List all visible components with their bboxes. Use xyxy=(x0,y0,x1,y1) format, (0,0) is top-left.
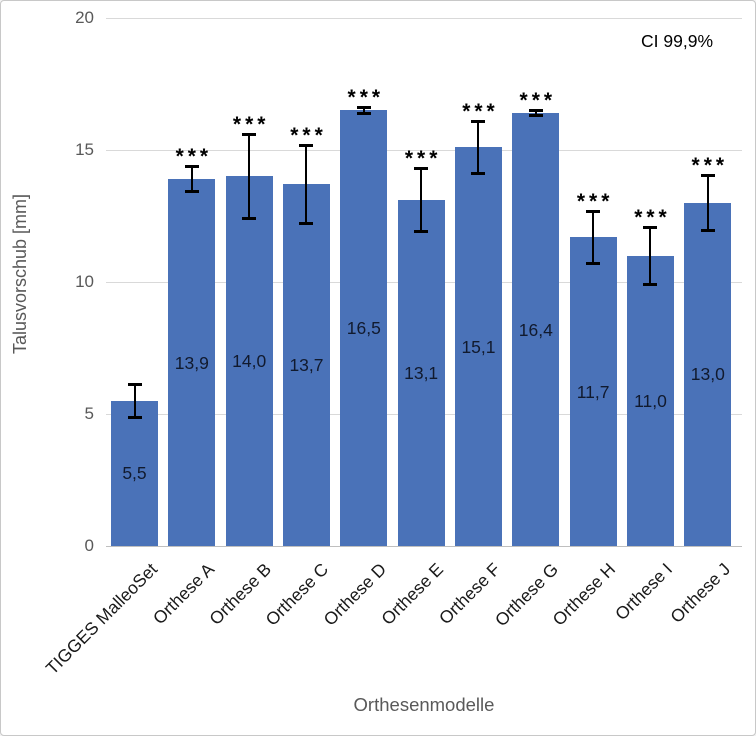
error-bar-cap-top xyxy=(184,164,199,168)
error-bar-cap-top xyxy=(643,225,658,229)
bar-value-label: 16,5 xyxy=(346,318,381,339)
error-bar-cap-top xyxy=(528,108,543,112)
bar-value-label: 13,9 xyxy=(174,352,209,373)
error-bar-cap-bottom xyxy=(643,282,658,286)
bar xyxy=(397,200,445,546)
bar-value-label: 13,1 xyxy=(404,363,439,384)
bar xyxy=(569,237,617,546)
error-bar-cap-bottom xyxy=(242,216,257,220)
significance-stars: *** xyxy=(576,189,614,213)
significance-stars: *** xyxy=(691,154,729,178)
bar xyxy=(512,113,560,546)
confidence-interval-label: CI 99,9% xyxy=(641,31,713,51)
bar-value-label: 5,5 xyxy=(122,463,147,484)
significance-stars: *** xyxy=(404,147,442,171)
error-bar-cap-bottom xyxy=(471,171,486,175)
y-axis-title: Talusvorschub [mm] xyxy=(10,193,30,355)
significance-stars: *** xyxy=(462,99,499,123)
bar-value-label: 16,4 xyxy=(518,319,553,340)
error-bar-cap-bottom xyxy=(299,221,314,225)
bar-value-label: 11,7 xyxy=(576,381,610,402)
error-bar-cap-top xyxy=(586,209,601,213)
y-tick-label: 0 xyxy=(84,536,94,555)
error-bar-cap-bottom xyxy=(700,228,715,232)
error-bar-line xyxy=(592,210,595,264)
bar xyxy=(454,147,502,546)
error-bar-cap-bottom xyxy=(414,229,429,233)
y-tick-label: 15 xyxy=(75,140,94,159)
significance-stars: *** xyxy=(519,88,557,112)
bar-value-label: 13,0 xyxy=(690,364,725,385)
error-bar-cap-bottom xyxy=(127,415,142,419)
bar xyxy=(684,202,732,546)
significance-stars: *** xyxy=(347,86,385,110)
bar xyxy=(626,255,674,546)
bar xyxy=(225,176,273,546)
y-tick-label: 10 xyxy=(75,272,94,291)
error-bar-cap-bottom xyxy=(184,190,199,194)
error-bar-line xyxy=(305,144,308,224)
error-bar-cap-top xyxy=(299,143,314,147)
error-bar-line xyxy=(190,165,193,193)
bar-value-label: 15,1 xyxy=(461,336,496,357)
bar xyxy=(168,179,216,546)
error-bar-cap-top xyxy=(242,133,257,137)
error-bar-cap-bottom xyxy=(528,114,543,118)
error-bar-cap-top xyxy=(127,382,142,386)
x-axis-line xyxy=(106,545,742,547)
x-axis-title: Orthesenmodelle xyxy=(353,694,495,715)
bar xyxy=(340,110,388,546)
error-bar-line xyxy=(706,175,709,231)
significance-stars: *** xyxy=(175,144,213,168)
bar-value-label: 13,7 xyxy=(289,355,324,376)
error-bar-cap-top xyxy=(471,119,486,123)
bar xyxy=(282,184,330,546)
error-bar-line xyxy=(649,226,652,285)
error-bar-line xyxy=(477,120,480,174)
y-tick-label: 5 xyxy=(84,404,94,423)
gridline xyxy=(106,149,742,151)
error-bar-line xyxy=(534,109,537,117)
error-bar-line xyxy=(133,383,136,418)
error-bar-cap-top xyxy=(356,106,371,110)
error-bar-line xyxy=(248,134,251,219)
error-bar-cap-top xyxy=(700,174,715,178)
significance-stars: *** xyxy=(634,205,671,229)
bar-value-label: 11,0 xyxy=(634,390,667,411)
significance-stars: *** xyxy=(290,123,327,147)
error-bar-line xyxy=(362,107,365,114)
error-bar-cap-top xyxy=(414,167,429,171)
significance-stars: *** xyxy=(232,113,270,137)
bar-value-label: 14,0 xyxy=(232,351,267,372)
error-bar-cap-bottom xyxy=(356,111,371,115)
error-bar-line xyxy=(420,168,423,232)
error-bar-cap-bottom xyxy=(586,261,601,265)
gridline xyxy=(106,17,742,19)
y-tick-label: 20 xyxy=(75,8,94,27)
bar xyxy=(111,400,158,546)
